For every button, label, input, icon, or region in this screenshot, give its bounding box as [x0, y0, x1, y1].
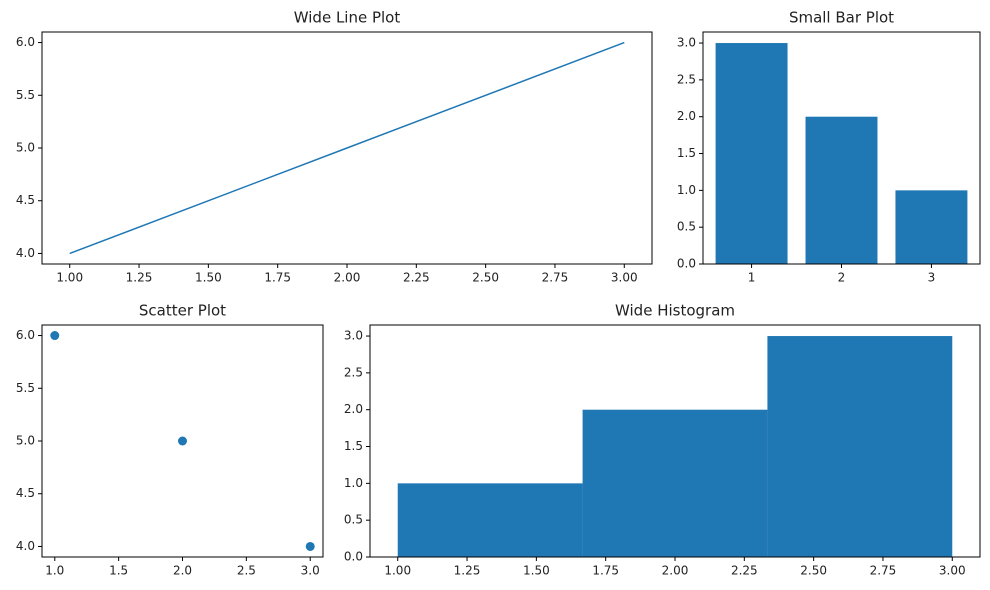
- scatter-point: [178, 436, 187, 446]
- subplot-title: Wide Histogram: [615, 302, 735, 320]
- y-tick-label: 2.0: [677, 109, 696, 123]
- y-tick-label: 2.5: [677, 72, 696, 86]
- y-tick-label: 3.0: [344, 329, 363, 343]
- y-tick-label: 5.5: [16, 88, 35, 102]
- scatter-point: [305, 541, 315, 551]
- x-tick-label: 2.25: [731, 564, 758, 578]
- y-tick-label: 0.0: [677, 257, 696, 271]
- y-tick-label: 1.5: [677, 146, 696, 160]
- y-tick-label: 2.0: [344, 402, 363, 416]
- x-tick-label: 1.50: [195, 271, 222, 285]
- y-tick-label: 4.5: [16, 486, 35, 500]
- line: [69, 41, 625, 255]
- y-tick-label: 0.0: [344, 550, 363, 564]
- x-tick-label: 3.0: [301, 564, 320, 578]
- x-tick-label: 1.5: [109, 564, 128, 578]
- x-tick-label: 2.0: [173, 564, 192, 578]
- y-tick-label: 4.0: [16, 539, 35, 553]
- y-tick-label: 3.0: [677, 36, 696, 50]
- y-tick-label: 6.0: [16, 35, 35, 49]
- x-tick-label: 1.00: [384, 564, 411, 578]
- y-tick-label: 5.0: [16, 434, 35, 448]
- y-tick-label: 2.5: [344, 365, 363, 379]
- subplot-title: Small Bar Plot: [789, 9, 894, 27]
- bar: [895, 190, 968, 264]
- bar: [715, 43, 788, 264]
- x-tick-label: 2.50: [800, 564, 827, 578]
- x-tick-label: 1.50: [523, 564, 550, 578]
- subplot-title: Wide Line Plot: [294, 9, 401, 27]
- y-tick-label: 4.0: [16, 246, 35, 260]
- y-tick-label: 1.0: [677, 183, 696, 197]
- x-tick-label: 1.75: [592, 564, 619, 578]
- x-tick-label: 2.00: [334, 271, 361, 285]
- y-tick-label: 0.5: [344, 513, 363, 527]
- x-tick-label: 1.25: [126, 271, 153, 285]
- y-tick-label: 5.0: [16, 141, 35, 155]
- x-tick-label: 3: [928, 271, 936, 285]
- x-tick-label: 3.00: [611, 271, 638, 285]
- histogram-bar: [767, 336, 953, 557]
- x-tick-label: 2.25: [403, 271, 430, 285]
- x-tick-label: 1.00: [56, 271, 83, 285]
- x-tick-label: 1.75: [264, 271, 291, 285]
- x-tick-label: 2.75: [542, 271, 569, 285]
- histogram-bar: [582, 409, 768, 557]
- x-tick-label: 3.00: [939, 564, 966, 578]
- bar: [805, 116, 878, 264]
- x-tick-label: 1.25: [454, 564, 481, 578]
- y-tick-label: 0.5: [677, 220, 696, 234]
- x-tick-label: 1.0: [45, 564, 64, 578]
- x-tick-label: 2: [838, 271, 846, 285]
- y-tick-label: 1.0: [344, 476, 363, 490]
- histogram-bar: [397, 483, 583, 557]
- subplot-title: Scatter Plot: [139, 302, 226, 320]
- x-tick-label: 2.00: [662, 564, 689, 578]
- x-tick-label: 2.50: [472, 271, 499, 285]
- y-tick-label: 1.5: [344, 439, 363, 453]
- x-tick-label: 2.5: [237, 564, 256, 578]
- y-tick-label: 5.5: [16, 381, 35, 395]
- y-tick-label: 6.0: [16, 328, 35, 342]
- scatter-point: [50, 331, 60, 341]
- x-tick-label: 1: [748, 271, 756, 285]
- y-tick-label: 4.5: [16, 193, 35, 207]
- x-tick-label: 2.75: [870, 564, 897, 578]
